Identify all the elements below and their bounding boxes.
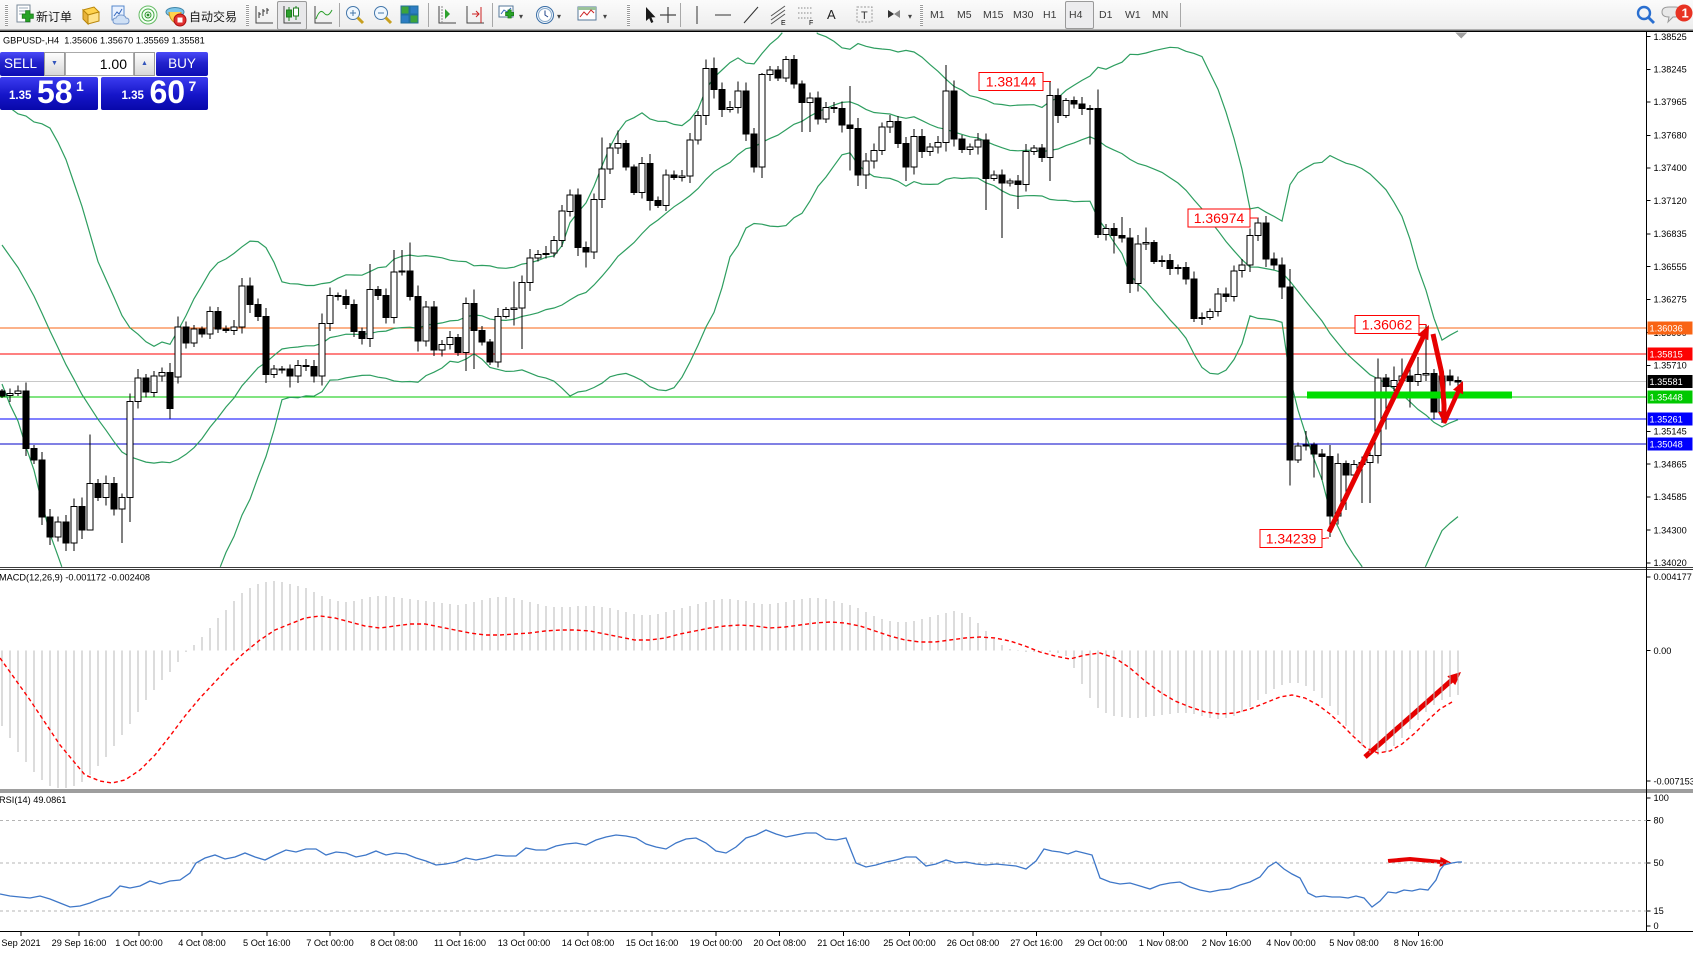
svg-text:14 Oct 08:00: 14 Oct 08:00	[562, 938, 615, 948]
svg-text:1.36036: 1.36036	[1650, 324, 1683, 334]
svg-text:1.35448: 1.35448	[1650, 393, 1683, 403]
svg-text:1: 1	[1682, 6, 1689, 21]
svg-text:1.35815: 1.35815	[1650, 349, 1683, 359]
svg-text:GBPUSD-,H4 1.35606 1.35670 1.: GBPUSD-,H4 1.35606 1.35670 1.35569 1.355…	[3, 36, 205, 46]
svg-text:15: 15	[1654, 906, 1664, 916]
svg-text:1.36062: 1.36062	[1362, 317, 1413, 333]
svg-text:0: 0	[1654, 921, 1659, 931]
svg-text:RSI(14) 49.0861: RSI(14) 49.0861	[0, 795, 66, 805]
svg-text:E: E	[781, 20, 786, 27]
svg-text:8 Oct 08:00: 8 Oct 08:00	[370, 938, 418, 948]
svg-text:1.35048: 1.35048	[1650, 439, 1683, 449]
svg-text:1.34865: 1.34865	[1654, 459, 1687, 469]
svg-text:1.37400: 1.37400	[1654, 163, 1687, 173]
svg-text:-0.007153: -0.007153	[1654, 776, 1693, 786]
svg-text:1.34239: 1.34239	[1266, 531, 1317, 547]
svg-text:8 Nov 16:00: 8 Nov 16:00	[1394, 938, 1444, 948]
svg-text:25 Oct 00:00: 25 Oct 00:00	[883, 938, 936, 948]
svg-text:1.37120: 1.37120	[1654, 196, 1687, 206]
svg-text:1.34585: 1.34585	[1654, 492, 1687, 502]
svg-text:MACD(12,26,9) -0.001172 -0.002: MACD(12,26,9) -0.001172 -0.002408	[0, 573, 150, 583]
svg-text:Sep 2021: Sep 2021	[1, 938, 40, 948]
svg-text:15 Oct 16:00: 15 Oct 16:00	[626, 938, 679, 948]
svg-text:19 Oct 00:00: 19 Oct 00:00	[690, 938, 743, 948]
svg-text:1.35261: 1.35261	[1650, 414, 1683, 424]
svg-text:20 Oct 08:00: 20 Oct 08:00	[753, 938, 806, 948]
svg-text:7 Oct 00:00: 7 Oct 00:00	[306, 938, 354, 948]
svg-text:13 Oct 00:00: 13 Oct 00:00	[498, 938, 551, 948]
svg-text:1.34020: 1.34020	[1654, 558, 1687, 568]
svg-text:1.37965: 1.37965	[1654, 97, 1687, 107]
svg-text:1.36555: 1.36555	[1654, 262, 1687, 272]
svg-text:50: 50	[1654, 858, 1664, 868]
svg-text:0.00: 0.00	[1654, 646, 1672, 656]
svg-text:1.38525: 1.38525	[1654, 32, 1687, 42]
svg-text:T: T	[861, 10, 868, 22]
svg-text:1.36974: 1.36974	[1194, 210, 1245, 226]
svg-text:2 Nov 16:00: 2 Nov 16:00	[1202, 938, 1252, 948]
svg-text:1.38245: 1.38245	[1654, 65, 1687, 75]
svg-text:21 Oct 16:00: 21 Oct 16:00	[817, 938, 870, 948]
svg-text:80: 80	[1654, 816, 1664, 826]
svg-text:5 Oct 16:00: 5 Oct 16:00	[243, 938, 291, 948]
svg-text:11 Oct 16:00: 11 Oct 16:00	[434, 938, 486, 948]
svg-text:1.37680: 1.37680	[1654, 131, 1687, 141]
svg-text:1 Nov 08:00: 1 Nov 08:00	[1139, 938, 1189, 948]
svg-text:29 Sep 16:00: 29 Sep 16:00	[52, 938, 107, 948]
svg-text:1.36835: 1.36835	[1654, 229, 1687, 239]
svg-text:100: 100	[1654, 793, 1669, 803]
svg-text:1.34300: 1.34300	[1654, 525, 1687, 535]
svg-text:1.38144: 1.38144	[986, 74, 1037, 90]
svg-text:1.35581: 1.35581	[1650, 377, 1683, 387]
svg-text:1 Oct 00:00: 1 Oct 00:00	[115, 938, 163, 948]
svg-text:29 Oct 00:00: 29 Oct 00:00	[1075, 938, 1128, 948]
svg-text:5 Nov 08:00: 5 Nov 08:00	[1329, 938, 1379, 948]
svg-text:4 Nov 00:00: 4 Nov 00:00	[1266, 938, 1316, 948]
svg-text:1.35145: 1.35145	[1654, 427, 1687, 437]
svg-text:4 Oct 08:00: 4 Oct 08:00	[178, 938, 226, 948]
svg-text:F: F	[809, 20, 813, 27]
svg-text:1.36275: 1.36275	[1654, 295, 1687, 305]
svg-text:1.35710: 1.35710	[1654, 361, 1687, 371]
svg-text:0.004177: 0.004177	[1654, 572, 1692, 582]
svg-text:27 Oct 16:00: 27 Oct 16:00	[1010, 938, 1063, 948]
svg-text:26 Oct 08:00: 26 Oct 08:00	[947, 938, 1000, 948]
